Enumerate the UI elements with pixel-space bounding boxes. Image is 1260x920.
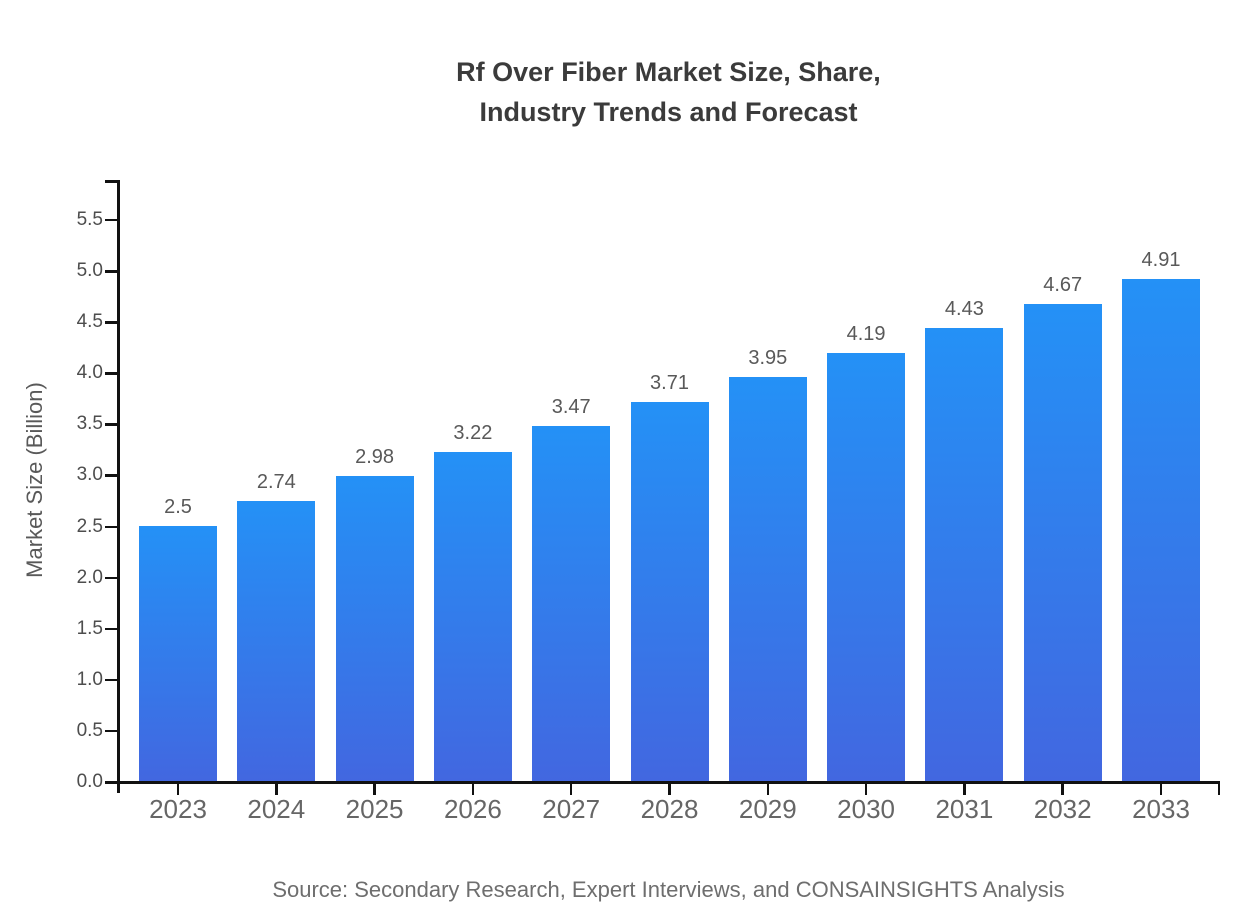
x-tick xyxy=(471,783,475,795)
bar-value-label: 2.5 xyxy=(164,495,192,518)
y-tick-label: 3.0 xyxy=(76,464,103,486)
y-tick-label: 2.0 xyxy=(76,566,103,588)
bar-2028 xyxy=(630,401,709,781)
bar-2031 xyxy=(925,328,1004,781)
x-tick-label-2033: 2033 xyxy=(1132,794,1190,824)
y-tick-label: 3.5 xyxy=(76,413,103,435)
y-tick-label: 4.5 xyxy=(76,311,103,333)
y-tick-label: 5.0 xyxy=(76,260,103,281)
x-tick xyxy=(864,783,868,795)
bar-value-label: 2.98 xyxy=(355,446,395,469)
x-tick xyxy=(1061,783,1064,795)
y-tick xyxy=(105,781,117,784)
x-tick xyxy=(1159,783,1163,795)
bar-value-label: 2.74 xyxy=(256,470,296,493)
x-tick xyxy=(668,783,671,795)
x-tick-label-2028: 2028 xyxy=(640,794,699,824)
y-tick xyxy=(105,576,117,580)
y-tick xyxy=(105,678,117,682)
x-tick xyxy=(569,783,573,795)
y-tick xyxy=(105,321,117,324)
x-axis-end-cap xyxy=(1217,781,1220,795)
bar-value-label: 4.43 xyxy=(944,298,984,321)
x-tick-label-2027: 2027 xyxy=(542,794,601,824)
y-axis xyxy=(117,180,120,793)
bar-2033 xyxy=(1122,279,1200,781)
bar-value-label: 3.22 xyxy=(453,421,493,444)
y-axis-top-cap xyxy=(105,180,120,183)
bar-2027 xyxy=(532,426,611,781)
y-tick xyxy=(105,525,117,528)
x-tick-label-2030: 2030 xyxy=(837,794,896,824)
y-tick xyxy=(105,218,117,222)
bar-2026 xyxy=(433,451,512,781)
bar-2029 xyxy=(728,377,807,781)
y-tick xyxy=(105,270,117,273)
x-tick-label-2025: 2025 xyxy=(345,794,404,824)
x-axis xyxy=(105,781,1220,784)
x-tick-label-2023: 2023 xyxy=(149,794,207,824)
bar-2030 xyxy=(827,352,906,781)
y-tick-label: 5.5 xyxy=(76,208,103,230)
source-caption: Source: Secondary Research, Expert Inter… xyxy=(272,877,1065,902)
y-tick xyxy=(105,627,117,631)
chart-title-line1: Rf Over Fiber Market Size, Share, xyxy=(456,57,881,87)
y-tick-label: 2.5 xyxy=(76,515,103,537)
bar-value-label: 3.95 xyxy=(748,347,788,370)
bar-2024 xyxy=(237,500,316,781)
y-tick-label: 0.5 xyxy=(76,719,103,741)
y-tick-label: 1.5 xyxy=(76,617,103,639)
bar-value-label: 3.47 xyxy=(551,396,591,419)
x-tick-label-2031: 2031 xyxy=(935,794,994,824)
x-tick xyxy=(766,783,770,795)
bar-value-label: 3.71 xyxy=(650,371,689,394)
x-tick xyxy=(963,783,966,795)
y-tick-label: 0.0 xyxy=(76,771,103,792)
y-tick xyxy=(105,423,117,426)
chart-title-line2: Industry Trends and Forecast xyxy=(479,97,858,127)
x-tick-label-2032: 2032 xyxy=(1033,794,1092,824)
y-tick-label: 1.0 xyxy=(76,668,103,690)
y-tick-label: 4.0 xyxy=(76,362,103,384)
y-tick xyxy=(105,372,117,375)
x-tick-label-2024: 2024 xyxy=(247,794,306,824)
bar-value-label: 4.67 xyxy=(1043,273,1083,296)
y-tick xyxy=(105,474,117,477)
x-tick-label-2029: 2029 xyxy=(738,794,797,824)
x-tick xyxy=(176,783,180,795)
x-tick xyxy=(275,783,278,795)
chart-title: Rf Over Fiber Market Size, Share, Indust… xyxy=(117,52,1220,132)
bar-value-label: 4.91 xyxy=(1141,249,1181,272)
bar-2023 xyxy=(139,525,217,781)
bar-value-label: 4.19 xyxy=(846,322,886,345)
x-tick-label-2026: 2026 xyxy=(443,794,502,824)
x-tick xyxy=(373,783,376,795)
bar-2025 xyxy=(335,476,414,781)
y-tick xyxy=(105,729,117,733)
bar-2032 xyxy=(1023,303,1102,781)
